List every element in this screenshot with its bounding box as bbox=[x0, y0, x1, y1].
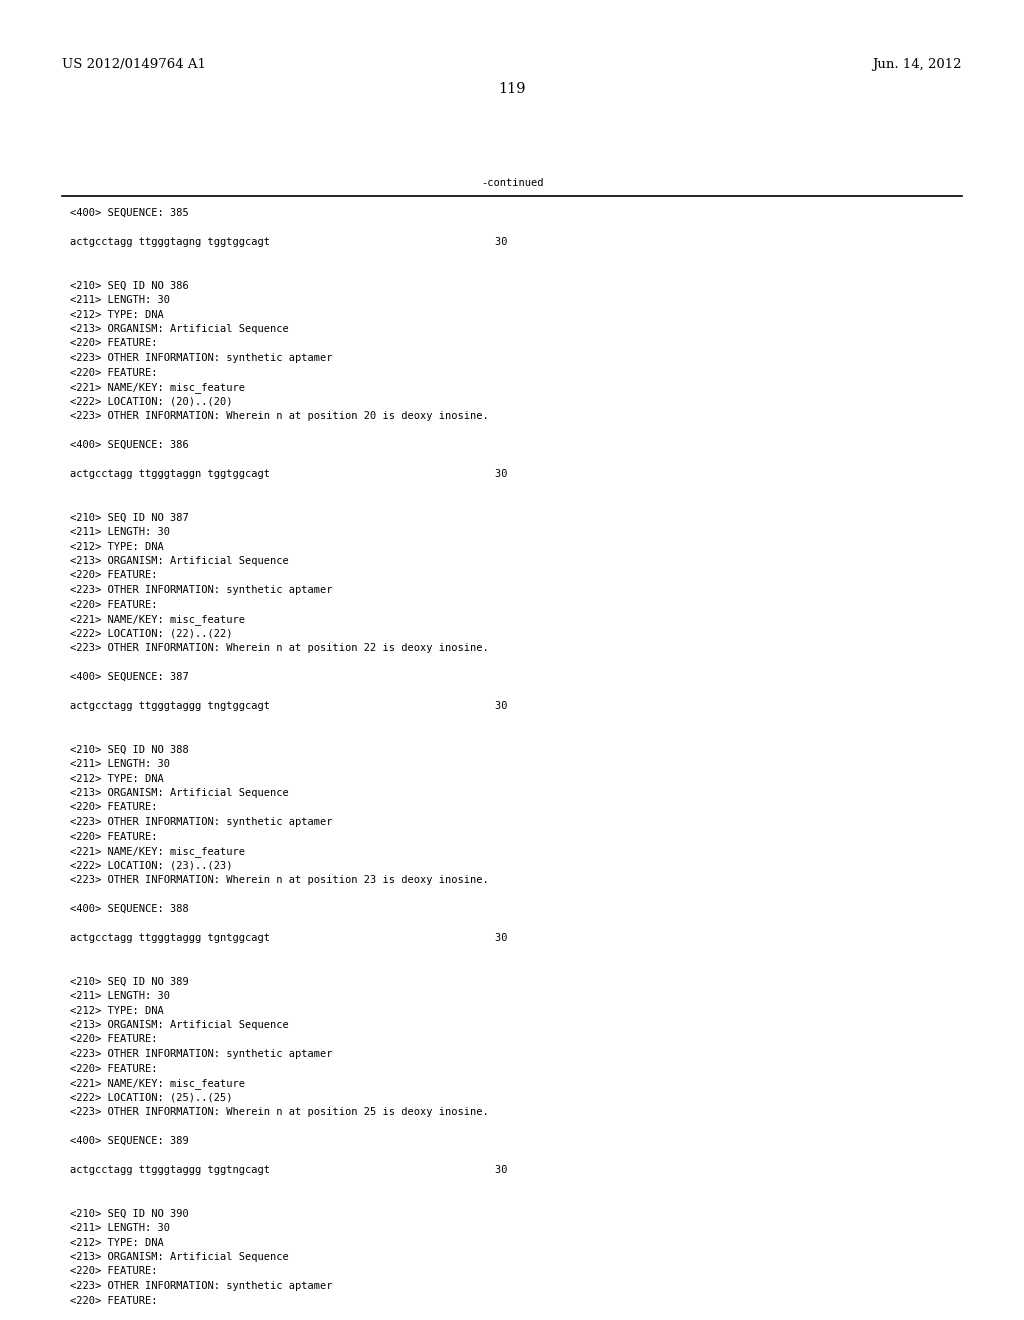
Text: <221> NAME/KEY: misc_feature: <221> NAME/KEY: misc_feature bbox=[70, 1078, 245, 1089]
Text: <212> TYPE: DNA: <212> TYPE: DNA bbox=[70, 1006, 164, 1015]
Text: <223> OTHER INFORMATION: Wherein n at position 20 is deoxy inosine.: <223> OTHER INFORMATION: Wherein n at po… bbox=[70, 411, 488, 421]
Text: <220> FEATURE:: <220> FEATURE: bbox=[70, 367, 158, 378]
Text: <220> FEATURE:: <220> FEATURE: bbox=[70, 1064, 158, 1073]
Text: <223> OTHER INFORMATION: Wherein n at position 25 is deoxy inosine.: <223> OTHER INFORMATION: Wherein n at po… bbox=[70, 1107, 488, 1117]
Text: <212> TYPE: DNA: <212> TYPE: DNA bbox=[70, 1238, 164, 1247]
Text: <220> FEATURE:: <220> FEATURE: bbox=[70, 570, 158, 581]
Text: <213> ORGANISM: Artificial Sequence: <213> ORGANISM: Artificial Sequence bbox=[70, 788, 289, 799]
Text: <210> SEQ ID NO 388: <210> SEQ ID NO 388 bbox=[70, 744, 188, 755]
Text: <222> LOCATION: (20)..(20): <222> LOCATION: (20)..(20) bbox=[70, 396, 232, 407]
Text: <211> LENGTH: 30: <211> LENGTH: 30 bbox=[70, 1224, 170, 1233]
Text: <220> FEATURE:: <220> FEATURE: bbox=[70, 599, 158, 610]
Text: <210> SEQ ID NO 390: <210> SEQ ID NO 390 bbox=[70, 1209, 188, 1218]
Text: <211> LENGTH: 30: <211> LENGTH: 30 bbox=[70, 759, 170, 770]
Text: <223> OTHER INFORMATION: synthetic aptamer: <223> OTHER INFORMATION: synthetic aptam… bbox=[70, 1049, 333, 1059]
Text: <221> NAME/KEY: misc_feature: <221> NAME/KEY: misc_feature bbox=[70, 381, 245, 393]
Text: <220> FEATURE:: <220> FEATURE: bbox=[70, 832, 158, 842]
Text: <223> OTHER INFORMATION: Wherein n at position 22 is deoxy inosine.: <223> OTHER INFORMATION: Wherein n at po… bbox=[70, 643, 488, 653]
Text: actgcctagg ttgggtagng tggtggcagt                                    30: actgcctagg ttgggtagng tggtggcagt 30 bbox=[70, 238, 508, 247]
Text: <213> ORGANISM: Artificial Sequence: <213> ORGANISM: Artificial Sequence bbox=[70, 1020, 289, 1030]
Text: <223> OTHER INFORMATION: Wherein n at position 23 is deoxy inosine.: <223> OTHER INFORMATION: Wherein n at po… bbox=[70, 875, 488, 884]
Text: US 2012/0149764 A1: US 2012/0149764 A1 bbox=[62, 58, 206, 71]
Text: <400> SEQUENCE: 388: <400> SEQUENCE: 388 bbox=[70, 904, 188, 913]
Text: <222> LOCATION: (25)..(25): <222> LOCATION: (25)..(25) bbox=[70, 1093, 232, 1102]
Text: <211> LENGTH: 30: <211> LENGTH: 30 bbox=[70, 991, 170, 1001]
Text: <212> TYPE: DNA: <212> TYPE: DNA bbox=[70, 309, 164, 319]
Text: <221> NAME/KEY: misc_feature: <221> NAME/KEY: misc_feature bbox=[70, 614, 245, 624]
Text: <220> FEATURE:: <220> FEATURE: bbox=[70, 803, 158, 813]
Text: <220> FEATURE:: <220> FEATURE: bbox=[70, 1035, 158, 1044]
Text: <213> ORGANISM: Artificial Sequence: <213> ORGANISM: Artificial Sequence bbox=[70, 1251, 289, 1262]
Text: <222> LOCATION: (22)..(22): <222> LOCATION: (22)..(22) bbox=[70, 628, 232, 639]
Text: <211> LENGTH: 30: <211> LENGTH: 30 bbox=[70, 294, 170, 305]
Text: <221> NAME/KEY: misc_feature: <221> NAME/KEY: misc_feature bbox=[70, 846, 245, 857]
Text: <400> SEQUENCE: 387: <400> SEQUENCE: 387 bbox=[70, 672, 188, 682]
Text: <210> SEQ ID NO 386: <210> SEQ ID NO 386 bbox=[70, 281, 188, 290]
Text: 119: 119 bbox=[499, 82, 525, 96]
Text: actgcctagg ttgggtaggg tggtngcagt                                    30: actgcctagg ttgggtaggg tggtngcagt 30 bbox=[70, 1166, 508, 1175]
Text: <220> FEATURE:: <220> FEATURE: bbox=[70, 1266, 158, 1276]
Text: <222> LOCATION: (23)..(23): <222> LOCATION: (23)..(23) bbox=[70, 861, 232, 870]
Text: <400> SEQUENCE: 385: <400> SEQUENCE: 385 bbox=[70, 209, 188, 218]
Text: <212> TYPE: DNA: <212> TYPE: DNA bbox=[70, 541, 164, 552]
Text: <212> TYPE: DNA: <212> TYPE: DNA bbox=[70, 774, 164, 784]
Text: actgcctagg ttgggtaggn tggtggcagt                                    30: actgcctagg ttgggtaggn tggtggcagt 30 bbox=[70, 469, 508, 479]
Text: <210> SEQ ID NO 389: <210> SEQ ID NO 389 bbox=[70, 977, 188, 986]
Text: <220> FEATURE:: <220> FEATURE: bbox=[70, 338, 158, 348]
Text: Jun. 14, 2012: Jun. 14, 2012 bbox=[872, 58, 962, 71]
Text: <210> SEQ ID NO 387: <210> SEQ ID NO 387 bbox=[70, 512, 188, 523]
Text: <400> SEQUENCE: 386: <400> SEQUENCE: 386 bbox=[70, 440, 188, 450]
Text: -continued: -continued bbox=[480, 178, 544, 187]
Text: <213> ORGANISM: Artificial Sequence: <213> ORGANISM: Artificial Sequence bbox=[70, 556, 289, 566]
Text: <223> OTHER INFORMATION: synthetic aptamer: <223> OTHER INFORMATION: synthetic aptam… bbox=[70, 1280, 333, 1291]
Text: <223> OTHER INFORMATION: synthetic aptamer: <223> OTHER INFORMATION: synthetic aptam… bbox=[70, 352, 333, 363]
Text: actgcctagg ttgggtaggg tngtggcagt                                    30: actgcctagg ttgggtaggg tngtggcagt 30 bbox=[70, 701, 508, 711]
Text: <211> LENGTH: 30: <211> LENGTH: 30 bbox=[70, 527, 170, 537]
Text: <400> SEQUENCE: 389: <400> SEQUENCE: 389 bbox=[70, 1137, 188, 1146]
Text: actgcctagg ttgggtaggg tgntggcagt                                    30: actgcctagg ttgggtaggg tgntggcagt 30 bbox=[70, 933, 508, 942]
Text: <223> OTHER INFORMATION: synthetic aptamer: <223> OTHER INFORMATION: synthetic aptam… bbox=[70, 817, 333, 828]
Text: <223> OTHER INFORMATION: synthetic aptamer: <223> OTHER INFORMATION: synthetic aptam… bbox=[70, 585, 333, 595]
Text: <213> ORGANISM: Artificial Sequence: <213> ORGANISM: Artificial Sequence bbox=[70, 323, 289, 334]
Text: <220> FEATURE:: <220> FEATURE: bbox=[70, 1295, 158, 1305]
